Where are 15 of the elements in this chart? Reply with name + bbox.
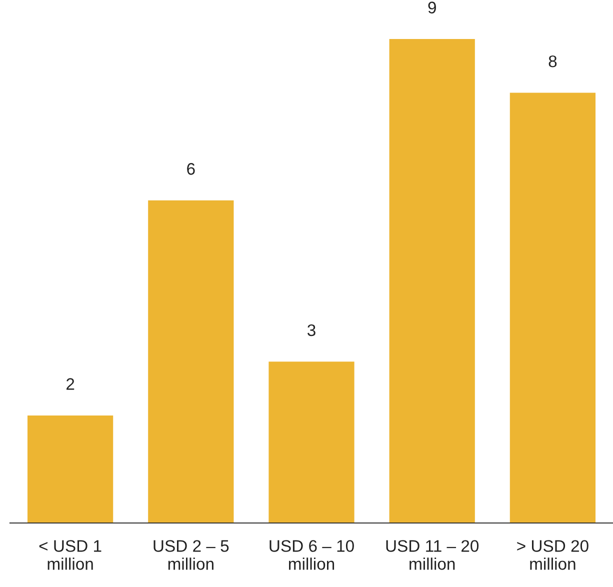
x-tick-label: USD 2 – 5 million [154,540,229,570]
bar [148,200,234,523]
x-tick-label: USD 6 – 10 million [270,540,354,570]
bar [268,362,354,523]
bar [27,415,114,523]
data-label: 3 [308,324,316,336]
x-tick-label: USD 11 – 20 million [386,540,479,570]
bar [389,39,475,523]
data-label: 6 [187,163,195,175]
data-label: 8 [548,55,557,68]
x-tick-label: > USD 20 million [517,540,588,570]
x-tick-label: < USD 1 million [39,540,102,570]
data-label: 2 [66,378,74,390]
data-label: 9 [428,2,436,14]
bar [510,92,596,523]
